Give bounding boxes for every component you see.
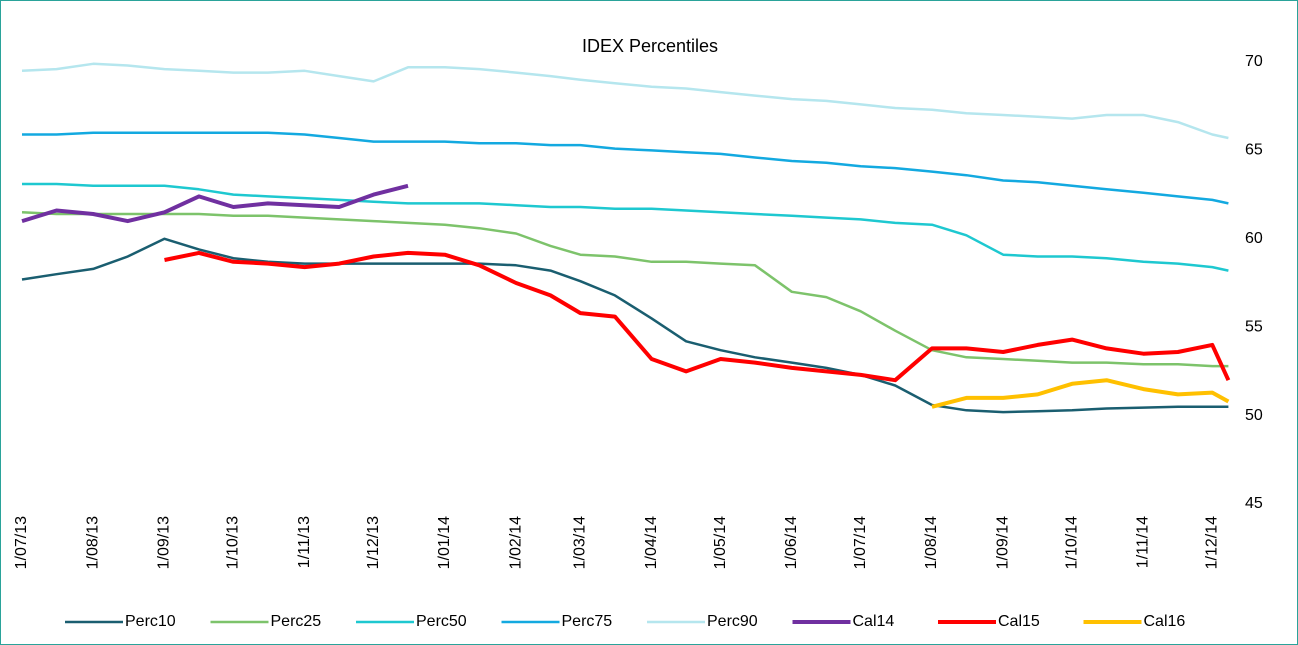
x-tick-label: 1/08/14 [923, 516, 940, 569]
x-tick-label: 1/04/14 [643, 516, 660, 569]
series-line [22, 182, 1229, 272]
x-tick-label: 1/08/13 [84, 516, 101, 569]
series-line [164, 250, 1231, 383]
x-tick-label: 1/12/13 [365, 516, 382, 569]
series-line [21, 183, 409, 224]
x-tick-label: 1/11/14 [1135, 516, 1152, 568]
legend-label: Cal15 [998, 613, 1040, 630]
series-line [931, 378, 1230, 409]
legend-label: Cal16 [1144, 613, 1186, 630]
x-tick-label: 1/10/13 [225, 516, 242, 569]
y-tick-label: 70 [1245, 53, 1263, 70]
series-line [21, 211, 1229, 368]
x-tick-label: 1/09/14 [994, 516, 1011, 569]
series-line [21, 237, 1229, 414]
legend-label: Perc25 [271, 613, 322, 630]
y-tick-label: 55 [1245, 318, 1263, 335]
x-tick-label: 1/07/14 [852, 516, 869, 569]
x-tick-label: 1/02/14 [507, 516, 524, 569]
y-tick-label: 60 [1245, 230, 1263, 247]
legend-label: Perc75 [562, 613, 613, 630]
y-tick-label: 50 [1245, 407, 1263, 424]
x-tick-label: 1/05/14 [712, 516, 729, 569]
x-tick-label: 1/01/14 [436, 516, 453, 569]
x-tick-label: 1/09/13 [156, 516, 173, 569]
series-line [22, 131, 1229, 205]
legend-label: Perc90 [707, 613, 758, 630]
x-tick-label: 1/03/14 [572, 516, 589, 569]
y-tick-label: 45 [1245, 495, 1263, 512]
x-tick-label: 1/10/14 [1063, 516, 1080, 569]
series-line [21, 62, 1229, 140]
x-tick-label: 1/06/14 [783, 516, 800, 569]
legend-label: Perc50 [416, 613, 467, 630]
y-tick-label: 65 [1245, 142, 1263, 159]
x-tick-label: 1/11/13 [296, 516, 313, 568]
legend-label: Cal14 [853, 613, 895, 630]
legend-label: Perc10 [125, 613, 176, 630]
chart-title: IDEX Percentiles [582, 36, 718, 56]
x-tick-label: 1/07/13 [13, 516, 30, 569]
x-tick-label: 1/12/14 [1204, 516, 1221, 569]
